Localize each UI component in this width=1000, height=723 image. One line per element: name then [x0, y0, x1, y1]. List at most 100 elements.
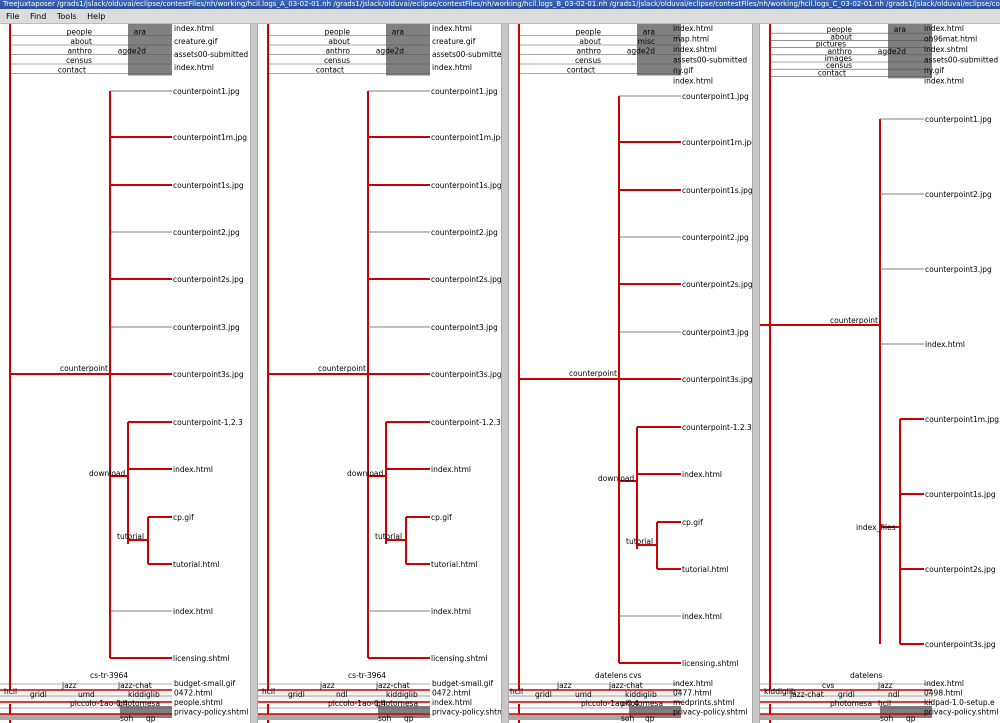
file-label[interactable]: people.shtml	[174, 698, 223, 707]
top-node-label[interactable]: anthro	[325, 47, 350, 56]
bottom-node-label[interactable]: qp	[146, 714, 156, 723]
file-label[interactable]: index.html	[673, 679, 713, 688]
file-label[interactable]: privacy-policy.shtml	[924, 708, 998, 717]
leaf-label[interactable]: counterpoint1.jpg	[682, 92, 749, 101]
bottom-node-label[interactable]: qp	[404, 714, 414, 723]
file-label[interactable]: index.html	[924, 679, 964, 688]
file-label[interactable]: medprints.shtml	[673, 698, 735, 707]
file-label[interactable]: 0472.html	[432, 689, 471, 698]
leaf-label[interactable]: index.html	[682, 470, 722, 479]
leaf-label[interactable]: counterpoint2.jpg	[925, 190, 992, 199]
file-label[interactable]: index.html	[174, 24, 214, 33]
bottom-node-label[interactable]: soh	[378, 714, 391, 723]
leaf-label[interactable]: index.html	[682, 612, 722, 621]
top-node-label[interactable]: ara	[643, 28, 655, 37]
panel-divider[interactable]	[752, 24, 760, 723]
tree-panel-d[interactable]: people ara about pictures anthro agde2d images…	[760, 24, 1000, 723]
node-tutorial[interactable]: tutorial	[626, 537, 653, 546]
bottom-node-label[interactable]: piccolo-1ao-0.4	[328, 699, 386, 708]
leaf-label[interactable]: counterpoint1m.jpg	[431, 133, 501, 142]
top-node-label[interactable]: contact	[316, 66, 344, 75]
leaf-label[interactable]: tutorial.html	[431, 560, 478, 569]
file-label[interactable]: assets00-submitted	[924, 56, 998, 65]
file-label[interactable]: map.html	[673, 35, 709, 44]
leaf-label[interactable]: counterpoint1s.jpg	[925, 490, 996, 499]
top-node-label[interactable]: pictures	[816, 40, 846, 49]
file-label[interactable]: 0472.html	[174, 689, 213, 698]
leaf-label[interactable]: cp.gif	[173, 513, 194, 522]
bottom-node-label[interactable]: gridl	[288, 690, 305, 699]
file-label[interactable]: oh96mat.html	[924, 35, 977, 44]
node-tutorial[interactable]: tutorial	[375, 532, 402, 541]
bottom-node-label[interactable]: qp	[906, 714, 916, 723]
leaf-label[interactable]: counterpoint1s.jpg	[173, 181, 244, 190]
bottom-node-label[interactable]: photomesa	[376, 699, 418, 708]
leaf-label[interactable]: counterpoint3.jpg	[925, 265, 992, 274]
leaf-label[interactable]: tutorial.html	[682, 565, 729, 574]
bottom-node-label[interactable]: jazz-chat	[375, 681, 410, 690]
bottom-node-label[interactable]: datelens	[850, 671, 882, 680]
bottom-node-label[interactable]: qp	[645, 714, 655, 723]
menu-file[interactable]: File	[6, 12, 20, 21]
leaf-label[interactable]: counterpoint3.jpg	[173, 323, 240, 332]
bottom-node-label[interactable]: cvs	[629, 671, 642, 680]
file-label[interactable]: budget-small.gif	[432, 679, 494, 688]
leaf-label[interactable]: index.html	[173, 465, 213, 474]
top-node-label[interactable]: contact	[58, 66, 86, 75]
bottom-node-label[interactable]: hcil	[262, 687, 275, 696]
leaf-label[interactable]: counterpoint3s.jpg	[925, 640, 996, 649]
leaf-label[interactable]: tutorial.html	[173, 560, 220, 569]
top-node-label[interactable]: census	[575, 56, 601, 65]
leaf-label[interactable]: licensing.shtml	[173, 654, 230, 663]
leaf-label[interactable]: index.html	[431, 607, 471, 616]
bottom-node-label[interactable]: jazz	[877, 681, 893, 690]
top-node-label[interactable]: ara	[894, 25, 906, 34]
panel-divider[interactable]	[501, 24, 509, 723]
top-node-label[interactable]: agde2d	[376, 47, 405, 56]
bottom-node-label[interactable]: piccolo-1ao-0.4	[70, 699, 128, 708]
bottom-node-label[interactable]: soh	[880, 714, 893, 723]
leaf-label[interactable]: counterpoint1.jpg	[431, 87, 498, 96]
bottom-node-label[interactable]: piccolo-1ao-0.4	[581, 699, 639, 708]
bottom-node-label[interactable]: kiddiglib	[386, 690, 418, 699]
node-counterpoint[interactable]: counterpoint	[60, 364, 108, 373]
file-label[interactable]: ny.gif	[673, 66, 693, 75]
leaf-label[interactable]: index.html	[431, 465, 471, 474]
file-label[interactable]: kidpad-1.0-setup.e	[924, 698, 995, 707]
leaf-label[interactable]: counterpoint1s.jpg	[682, 186, 752, 195]
file-label[interactable]: index.shtml	[673, 45, 717, 54]
node-download[interactable]: download	[598, 474, 635, 483]
leaf-label[interactable]: counterpoint2.jpg	[173, 228, 240, 237]
top-node-label[interactable]: people	[576, 28, 602, 37]
bottom-node-label[interactable]: umd	[575, 690, 592, 699]
file-label[interactable]: index.shtml	[924, 45, 968, 54]
bottom-node-label[interactable]: photomesa	[118, 699, 160, 708]
top-node-label[interactable]: about	[830, 32, 852, 41]
leaf-label[interactable]: index.html	[173, 607, 213, 616]
menu-find[interactable]: Find	[29, 12, 47, 21]
top-node-label[interactable]: census	[324, 56, 350, 65]
menu-tools[interactable]: Tools	[56, 12, 77, 21]
bottom-node-label[interactable]: kiddiglib	[128, 690, 160, 699]
top-node-label[interactable]: anthro	[827, 47, 852, 56]
file-label[interactable]: assets00-submitted	[432, 50, 501, 59]
leaf-label[interactable]: counterpoint-1.2.3	[682, 423, 752, 432]
bottom-node-label[interactable]: hcil	[4, 687, 17, 696]
bottom-node-label[interactable]: jazz-chat	[117, 681, 152, 690]
leaf-label[interactable]: counterpoint2s.jpg	[431, 275, 501, 284]
bottom-node-label[interactable]: soh	[120, 714, 133, 723]
file-label[interactable]: index.html	[924, 77, 964, 86]
bottom-node-label[interactable]: cvs	[822, 681, 835, 690]
file-label[interactable]: assets00-submitted	[673, 56, 747, 65]
file-label[interactable]: index.html	[673, 77, 713, 86]
bottom-node-label[interactable]: photomesa	[830, 699, 872, 708]
top-node-label[interactable]: contact	[818, 68, 846, 77]
leaf-label[interactable]: counterpoint1.jpg	[925, 115, 992, 124]
file-label[interactable]: creature.gif	[432, 37, 476, 46]
leaf-label[interactable]: counterpoint2.jpg	[431, 228, 498, 237]
top-node-label[interactable]: census	[826, 61, 852, 70]
bottom-node-label[interactable]: photomesa	[621, 699, 663, 708]
